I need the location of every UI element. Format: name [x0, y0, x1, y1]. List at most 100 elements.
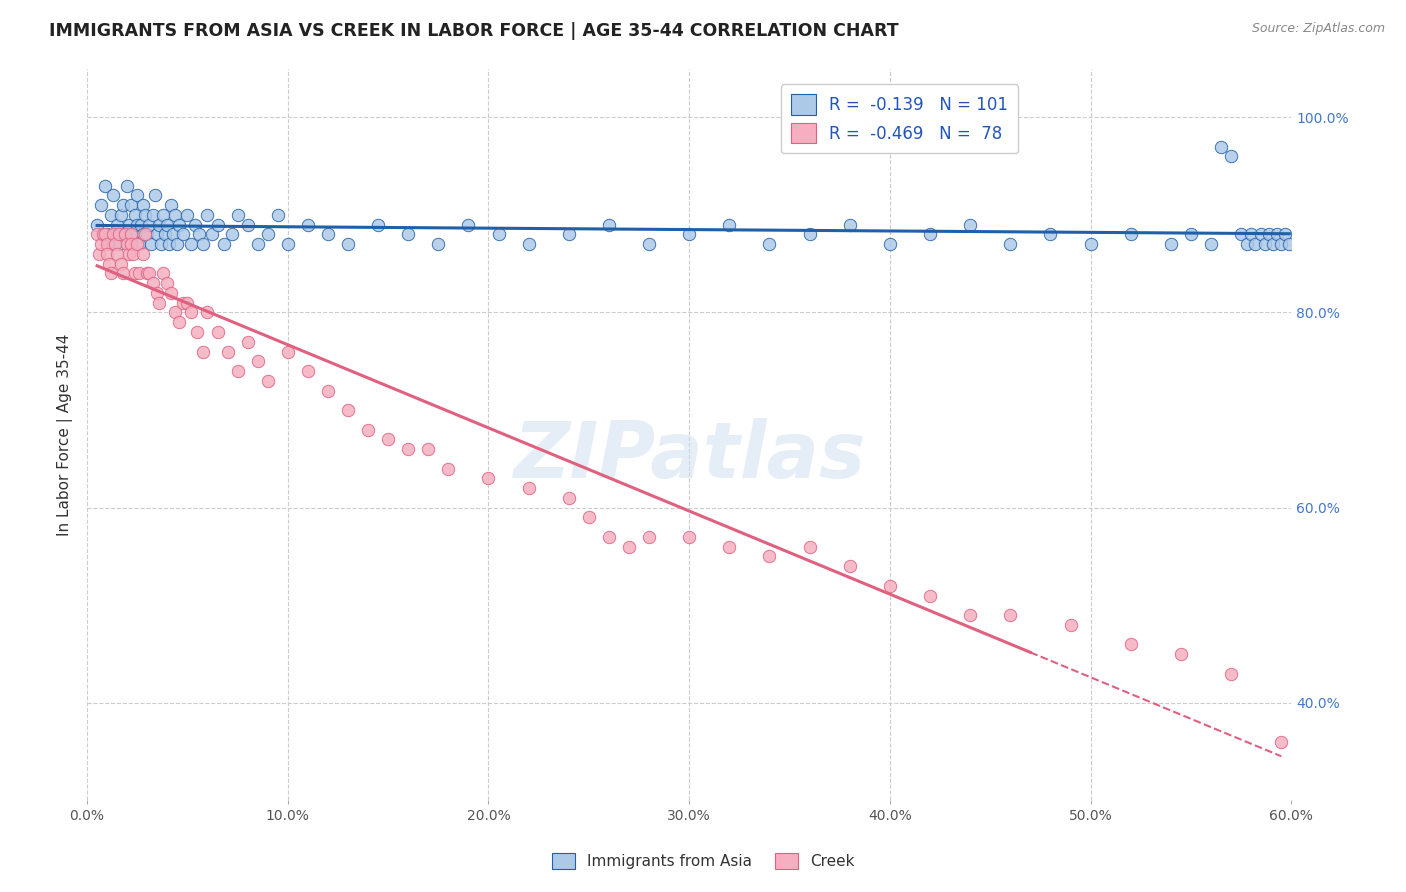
- Point: [132, 198, 155, 212]
- Point: [598, 218, 620, 232]
- Point: [1119, 227, 1142, 242]
- Point: [337, 403, 360, 417]
- Point: [1250, 227, 1272, 242]
- Point: [1160, 237, 1182, 252]
- Point: [152, 208, 174, 222]
- Point: [558, 227, 581, 242]
- Point: [959, 607, 981, 622]
- Point: [578, 510, 600, 524]
- Point: [114, 227, 136, 242]
- Point: [598, 530, 620, 544]
- Point: [212, 237, 235, 252]
- Point: [100, 267, 122, 281]
- Point: [337, 237, 360, 252]
- Point: [101, 227, 124, 242]
- Point: [124, 267, 146, 281]
- Point: [160, 198, 183, 212]
- Point: [256, 227, 278, 242]
- Text: ZIPatlas: ZIPatlas: [513, 418, 865, 494]
- Point: [1220, 666, 1243, 681]
- Point: [918, 589, 941, 603]
- Point: [267, 208, 290, 222]
- Point: [799, 540, 821, 554]
- Point: [197, 305, 219, 319]
- Point: [427, 237, 450, 252]
- Point: [838, 559, 860, 574]
- Point: [1119, 637, 1142, 651]
- Point: [166, 237, 188, 252]
- Point: [104, 237, 127, 252]
- Point: [169, 218, 191, 232]
- Point: [297, 364, 319, 378]
- Point: [148, 218, 170, 232]
- Point: [96, 227, 118, 242]
- Point: [517, 237, 540, 252]
- Point: [172, 295, 194, 310]
- Point: [86, 218, 108, 232]
- Point: [176, 208, 198, 222]
- Point: [94, 227, 117, 242]
- Point: [115, 237, 138, 252]
- Point: [1258, 227, 1281, 242]
- Point: [879, 579, 901, 593]
- Point: [127, 218, 149, 232]
- Point: [142, 277, 165, 291]
- Point: [193, 237, 215, 252]
- Point: [100, 208, 122, 222]
- Text: IMMIGRANTS FROM ASIA VS CREEK IN LABOR FORCE | AGE 35-44 CORRELATION CHART: IMMIGRANTS FROM ASIA VS CREEK IN LABOR F…: [49, 22, 898, 40]
- Point: [110, 257, 132, 271]
- Point: [127, 188, 149, 202]
- Point: [108, 227, 131, 242]
- Point: [165, 305, 187, 319]
- Text: Source: ZipAtlas.com: Source: ZipAtlas.com: [1251, 22, 1385, 36]
- Point: [316, 227, 339, 242]
- Point: [1209, 139, 1232, 153]
- Point: [437, 461, 460, 475]
- Point: [90, 237, 112, 252]
- Point: [120, 227, 142, 242]
- Point: [152, 267, 174, 281]
- Point: [1220, 149, 1243, 163]
- Point: [87, 247, 110, 261]
- Point: [134, 208, 156, 222]
- Point: [638, 237, 661, 252]
- Point: [1230, 227, 1253, 242]
- Point: [172, 227, 194, 242]
- Point: [96, 247, 118, 261]
- Point: [112, 198, 135, 212]
- Point: [207, 325, 229, 339]
- Point: [120, 237, 142, 252]
- Legend: R =  -0.139   N = 101, R =  -0.469   N =  78: R = -0.139 N = 101, R = -0.469 N = 78: [780, 84, 1018, 153]
- Point: [758, 549, 780, 564]
- Point: [1263, 237, 1285, 252]
- Point: [165, 208, 187, 222]
- Point: [200, 227, 222, 242]
- Point: [1244, 237, 1267, 252]
- Point: [207, 218, 229, 232]
- Point: [156, 277, 179, 291]
- Point: [1240, 227, 1263, 242]
- Point: [118, 247, 141, 261]
- Point: [217, 344, 239, 359]
- Point: [90, 198, 112, 212]
- Point: [517, 481, 540, 495]
- Point: [105, 218, 128, 232]
- Point: [114, 227, 136, 242]
- Point: [377, 433, 399, 447]
- Point: [160, 285, 183, 300]
- Point: [118, 218, 141, 232]
- Point: [98, 257, 121, 271]
- Point: [155, 227, 177, 242]
- Point: [1274, 227, 1296, 242]
- Point: [959, 218, 981, 232]
- Point: [477, 471, 499, 485]
- Point: [142, 208, 165, 222]
- Point: [758, 237, 780, 252]
- Point: [197, 208, 219, 222]
- Point: [176, 295, 198, 310]
- Point: [94, 178, 117, 193]
- Point: [226, 208, 249, 222]
- Point: [108, 237, 131, 252]
- Point: [1254, 237, 1277, 252]
- Point: [246, 354, 269, 368]
